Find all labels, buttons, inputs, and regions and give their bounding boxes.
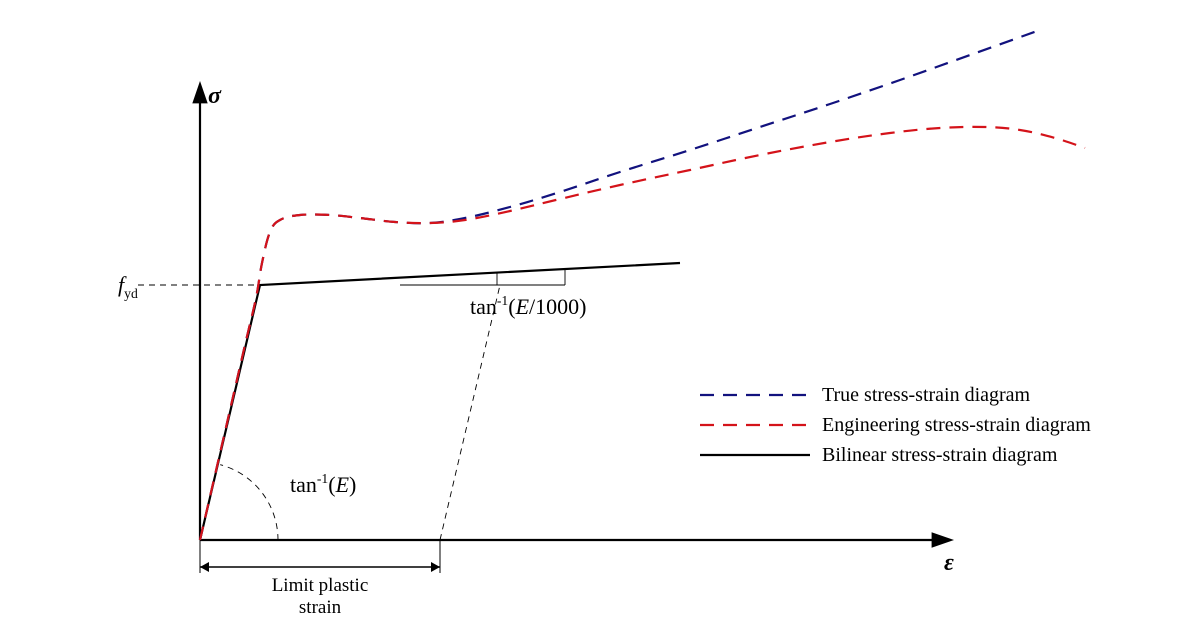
legend-label-2: Bilinear stress-strain diagram	[822, 444, 1058, 466]
tan-e1000-label: tan-1(E/1000)	[470, 293, 586, 319]
background	[0, 0, 1200, 630]
x-axis-label: ε	[944, 550, 954, 576]
legend-label-1: Engineering stress-strain diagram	[822, 414, 1091, 436]
y-axis-label: σ	[208, 83, 222, 109]
limit-plastic-label-1: Limit plastic	[272, 575, 369, 596]
legend-label-0: True stress-strain diagram	[822, 384, 1031, 406]
limit-plastic-label-2: strain	[299, 597, 342, 618]
